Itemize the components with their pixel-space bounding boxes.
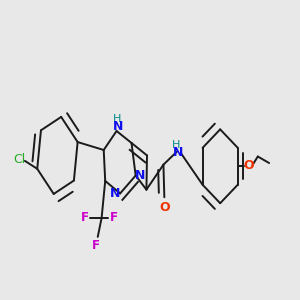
Text: O: O xyxy=(244,159,254,172)
Text: N: N xyxy=(110,187,121,200)
Text: F: F xyxy=(110,212,118,224)
Text: H: H xyxy=(172,140,181,150)
Text: Cl: Cl xyxy=(14,153,26,166)
Text: N: N xyxy=(173,146,184,159)
Text: F: F xyxy=(81,212,89,224)
Text: N: N xyxy=(135,169,146,182)
Text: F: F xyxy=(92,238,100,251)
Text: N: N xyxy=(113,120,123,133)
Text: H: H xyxy=(113,114,121,124)
Text: O: O xyxy=(160,200,170,214)
